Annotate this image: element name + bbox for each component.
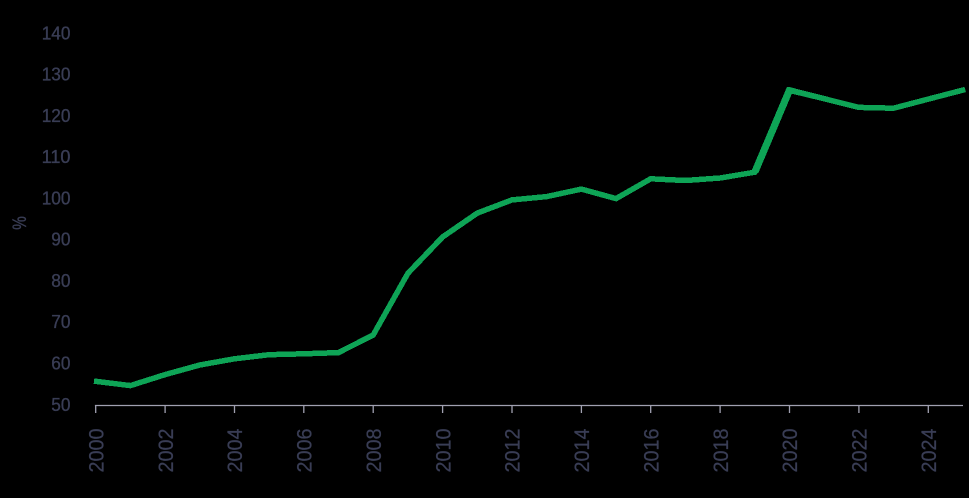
svg-text:2016: 2016 xyxy=(640,429,663,473)
svg-text:%: % xyxy=(9,216,31,230)
svg-text:140: 140 xyxy=(42,23,71,43)
svg-text:2004: 2004 xyxy=(224,428,247,472)
svg-text:2002: 2002 xyxy=(155,429,178,473)
svg-text:2008: 2008 xyxy=(363,429,386,473)
svg-text:2020: 2020 xyxy=(779,429,802,473)
svg-text:60: 60 xyxy=(51,354,70,374)
svg-text:2022: 2022 xyxy=(849,429,872,473)
svg-text:2018: 2018 xyxy=(710,429,733,473)
svg-text:2014: 2014 xyxy=(571,428,594,472)
svg-text:2006: 2006 xyxy=(293,429,316,473)
svg-text:2024: 2024 xyxy=(918,428,941,472)
svg-text:80: 80 xyxy=(51,271,70,291)
svg-text:100: 100 xyxy=(42,188,71,208)
svg-text:70: 70 xyxy=(51,312,70,332)
svg-text:2010: 2010 xyxy=(432,429,455,473)
svg-text:2000: 2000 xyxy=(85,429,108,473)
svg-text:130: 130 xyxy=(42,65,71,85)
svg-text:120: 120 xyxy=(42,106,71,126)
svg-text:110: 110 xyxy=(42,147,71,167)
svg-text:2012: 2012 xyxy=(502,429,525,473)
svg-text:90: 90 xyxy=(51,230,70,250)
svg-text:50: 50 xyxy=(51,395,70,415)
